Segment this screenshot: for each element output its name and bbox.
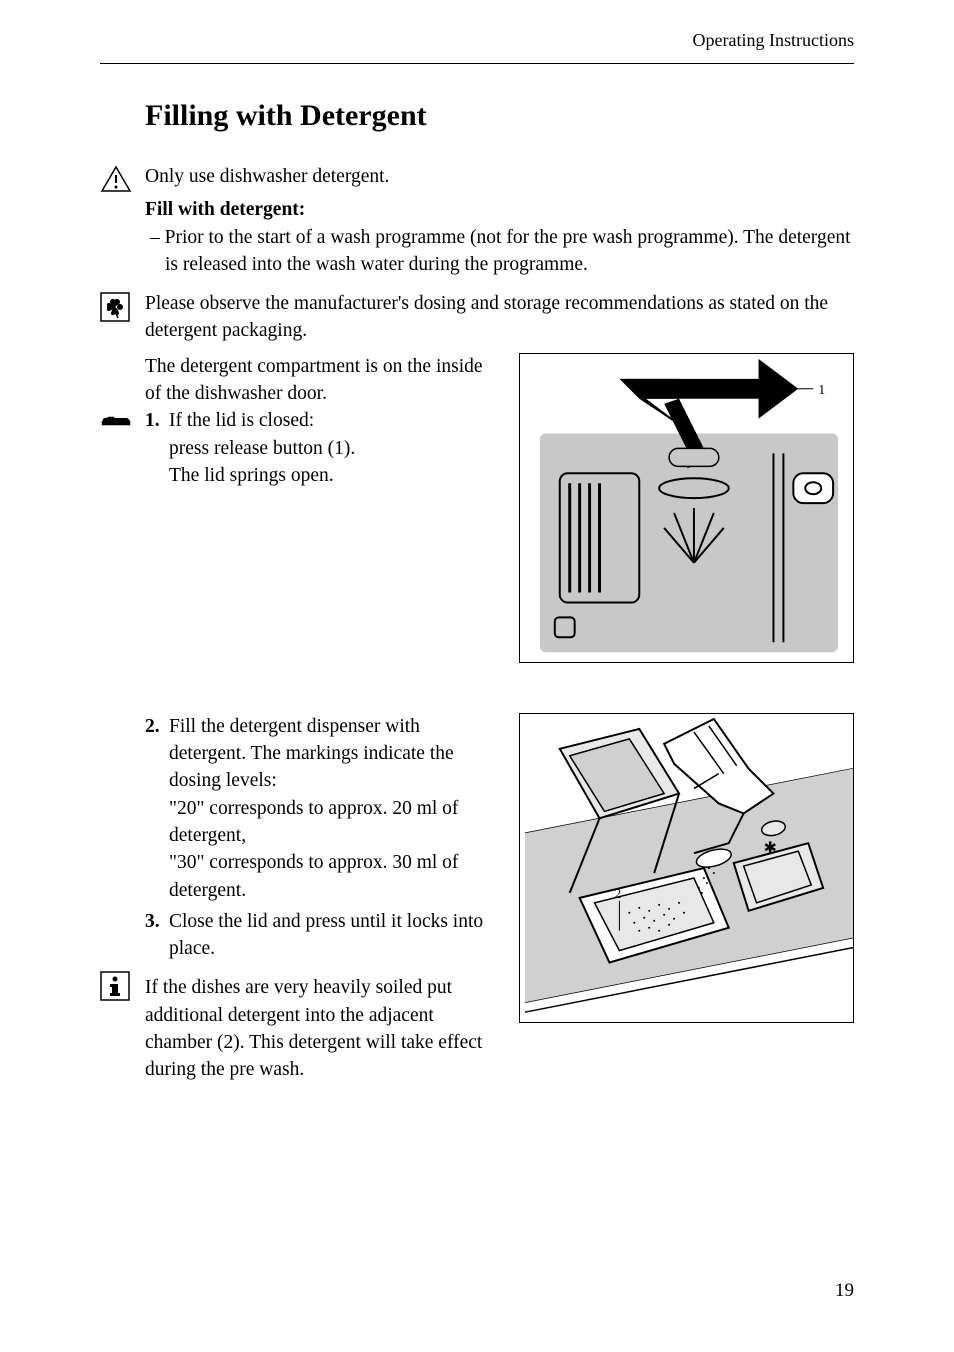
step1-text-col: The detergent compartment is on the insi… bbox=[145, 353, 854, 663]
tip-text: Please observe the manufacturer's dosing… bbox=[145, 290, 854, 345]
page-number: 19 bbox=[835, 1280, 854, 1302]
warning-block: Only use dishwasher detergent. Fill with… bbox=[100, 163, 854, 278]
fill-bullet: – Prior to the start of a wash programme… bbox=[145, 224, 854, 279]
compartment-text: The detergent compartment is on the insi… bbox=[145, 353, 499, 408]
step2-text-col: 2. Fill the detergent dispenser with det… bbox=[145, 713, 854, 1084]
icon-column bbox=[100, 713, 145, 1084]
tip-text-col: Please observe the manufacturer's dosing… bbox=[145, 290, 854, 345]
icon-column bbox=[100, 290, 145, 345]
icon-column bbox=[100, 163, 145, 278]
left-text-column-2: 2. Fill the detergent dispenser with det… bbox=[145, 713, 499, 1084]
page-header: Operating Instructions bbox=[100, 30, 854, 64]
warning-text: Only use dishwasher detergent. bbox=[145, 163, 854, 190]
step-text: If the lid is closed: press release butt… bbox=[169, 407, 499, 489]
step-number: 1. bbox=[145, 407, 169, 489]
figure-1: 1 bbox=[519, 353, 854, 663]
step2-line1: Fill the detergent dispenser with deterg… bbox=[169, 713, 499, 795]
two-column-layout-2: 2. Fill the detergent dispenser with det… bbox=[145, 713, 854, 1084]
detergent-filling-diagram: ✱ 2 bbox=[520, 714, 853, 1022]
step-text: Fill the detergent dispenser with deterg… bbox=[169, 713, 499, 904]
step-1: 1. If the lid is closed: press release b… bbox=[145, 407, 499, 489]
step-number: 2. bbox=[145, 713, 169, 904]
svg-text:2: 2 bbox=[614, 887, 621, 902]
fill-heading: Fill with detergent: bbox=[145, 196, 854, 223]
info-icon bbox=[100, 971, 130, 1001]
tip-block: Please observe the manufacturer's dosing… bbox=[100, 290, 854, 345]
step2-line3: "30" corresponds to approx. 30 ml of det… bbox=[169, 849, 499, 904]
hand-pointer-icon bbox=[100, 411, 132, 431]
step1-line3: The lid springs open. bbox=[169, 462, 499, 489]
clover-tip-icon bbox=[100, 292, 130, 322]
step3-text: Close the lid and press until it locks i… bbox=[169, 908, 499, 963]
icon-column bbox=[100, 353, 145, 663]
page-container: Operating Instructions Filling with Dete… bbox=[0, 0, 954, 1352]
step1-line2: press release button (1). bbox=[169, 435, 499, 462]
detergent-compartment-diagram: 1 bbox=[520, 354, 853, 662]
warning-text-col: Only use dishwasher detergent. Fill with… bbox=[145, 163, 854, 278]
step1-line1: If the lid is closed: bbox=[169, 407, 499, 434]
svg-text:✱: ✱ bbox=[764, 840, 777, 857]
two-column-layout: The detergent compartment is on the insi… bbox=[145, 353, 854, 663]
step-number: 3. bbox=[145, 908, 169, 963]
warning-triangle-icon bbox=[100, 165, 132, 193]
step2-block: 2. Fill the detergent dispenser with det… bbox=[100, 713, 854, 1084]
left-text-column: The detergent compartment is on the insi… bbox=[145, 353, 499, 663]
step-2: 2. Fill the detergent dispenser with det… bbox=[145, 713, 499, 904]
step1-block: The detergent compartment is on the insi… bbox=[100, 353, 854, 663]
step2-line2: "20" corresponds to approx. 20 ml of det… bbox=[169, 795, 499, 850]
header-text: Operating Instructions bbox=[693, 30, 854, 50]
info-text: If the dishes are very heavily soiled pu… bbox=[145, 974, 499, 1083]
svg-text:1: 1 bbox=[818, 383, 825, 398]
step-3: 3. Close the lid and press until it lock… bbox=[145, 908, 499, 963]
figure-2: ✱ 2 bbox=[519, 713, 854, 1023]
section-title: Filling with Detergent bbox=[145, 99, 854, 133]
